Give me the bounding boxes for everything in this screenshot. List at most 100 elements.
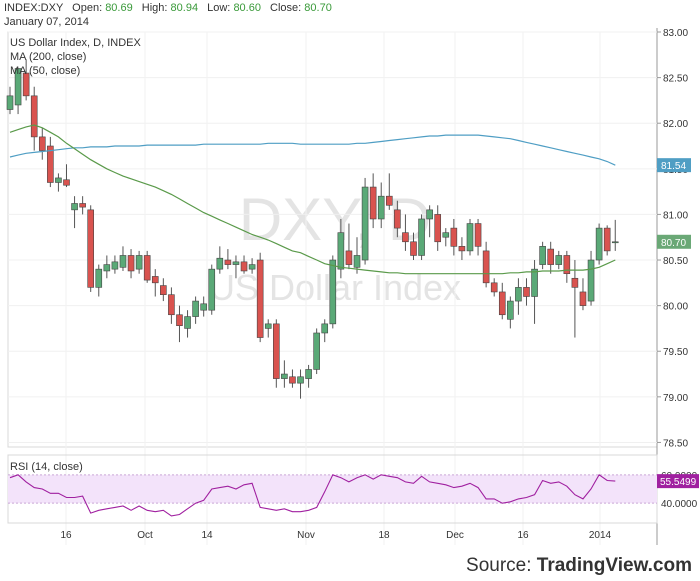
high-value: 80.94	[170, 2, 199, 14]
candle-body	[47, 145, 54, 183]
candle	[200, 296, 207, 317]
candle-body	[321, 323, 329, 334]
candle	[490, 278, 498, 297]
candle-body	[329, 259, 337, 325]
candle-body	[458, 246, 466, 252]
open-label: Open:	[72, 2, 103, 14]
candle	[539, 241, 546, 270]
price-tick-label: 82.50	[663, 74, 688, 85]
candle-body	[490, 282, 498, 293]
candle	[579, 278, 587, 311]
rsi-line	[9, 474, 616, 517]
low-label: Low:	[207, 2, 231, 14]
candle-body	[466, 223, 474, 252]
candle	[71, 196, 78, 229]
candle	[571, 260, 579, 338]
candle-body	[563, 255, 571, 275]
candle	[482, 241, 490, 288]
candle-body	[224, 259, 232, 265]
time-tick-label: 16	[60, 530, 72, 541]
candle	[587, 250, 595, 306]
candle	[603, 225, 611, 256]
candle	[450, 218, 458, 256]
candle-body	[95, 268, 103, 288]
candle	[555, 250, 563, 270]
candle	[95, 264, 103, 297]
candle	[466, 218, 474, 256]
candle	[297, 369, 304, 399]
candle-body	[143, 255, 151, 281]
candle-body	[297, 376, 304, 384]
candle-body	[418, 218, 425, 256]
candle-body	[30, 95, 38, 138]
candle	[523, 278, 530, 306]
candle-body	[571, 277, 579, 288]
candle	[474, 218, 482, 256]
candle-body	[55, 177, 62, 183]
time-tick-label: 16	[517, 530, 529, 541]
time-tick-label: Dec	[446, 530, 464, 541]
candle-body	[168, 294, 175, 316]
candle-body	[289, 376, 296, 384]
candle	[151, 269, 159, 297]
time-tick-label: 14	[201, 530, 213, 541]
candle-body	[442, 232, 450, 238]
candle	[563, 250, 571, 283]
legend-ma200: MA (200, close)	[10, 51, 86, 63]
candle	[256, 252, 264, 343]
rsi-band	[8, 474, 657, 504]
ohlc-header: INDEX:DXY Open: 80.69 High: 80.94 Low: 8…	[4, 2, 332, 14]
candle	[264, 319, 272, 338]
candle-body	[426, 209, 433, 220]
price-tick-label: 78.50	[663, 438, 688, 449]
candle-body	[515, 287, 522, 302]
candle	[248, 258, 256, 274]
candle-body	[353, 255, 361, 268]
candle	[329, 255, 337, 329]
candle-body	[555, 255, 563, 265]
price-tick-label: 81.00	[663, 210, 688, 221]
close-last-label: 80.70	[661, 238, 686, 249]
candle-body	[523, 287, 530, 297]
candle-body	[232, 261, 240, 265]
price-tick-label: 83.00	[663, 28, 688, 39]
candle	[79, 196, 86, 215]
candle-body	[184, 316, 191, 329]
source-credit: Source: TradingView.com	[466, 555, 692, 577]
candle	[87, 205, 94, 292]
candle	[14, 68, 22, 115]
chart-canvas[interactable]: DXY, D US Dollar Index 83.0082.5082.0081…	[0, 0, 700, 560]
candle	[385, 173, 393, 210]
candle-body	[14, 68, 22, 106]
candle	[38, 127, 46, 160]
candle	[273, 319, 280, 388]
candle-body	[248, 264, 256, 270]
candle-body	[603, 227, 611, 252]
open-value: 80.69	[105, 2, 133, 14]
candle	[143, 250, 151, 283]
source-prefix: Source:	[466, 555, 537, 576]
ma200-line	[9, 134, 616, 166]
candle	[442, 228, 450, 247]
candle-body	[474, 223, 482, 247]
candle-body	[135, 255, 143, 270]
candle	[507, 296, 514, 329]
close-value: 80.70	[304, 2, 332, 14]
candle	[595, 223, 603, 265]
candle	[184, 310, 191, 338]
candle	[353, 237, 361, 274]
candle	[394, 200, 401, 238]
candle-body	[256, 259, 264, 338]
candle	[369, 173, 377, 229]
source-brand: TradingView.com	[536, 555, 692, 576]
header-date: January 07, 2014	[4, 16, 90, 28]
candle	[313, 328, 320, 375]
candle	[515, 278, 522, 315]
close-last-label-bg	[657, 234, 691, 249]
candle	[135, 250, 143, 274]
candle-body	[160, 285, 167, 295]
close-label: Close:	[270, 2, 302, 14]
candle	[224, 249, 232, 270]
candle-body	[273, 323, 280, 379]
candle	[168, 287, 175, 324]
